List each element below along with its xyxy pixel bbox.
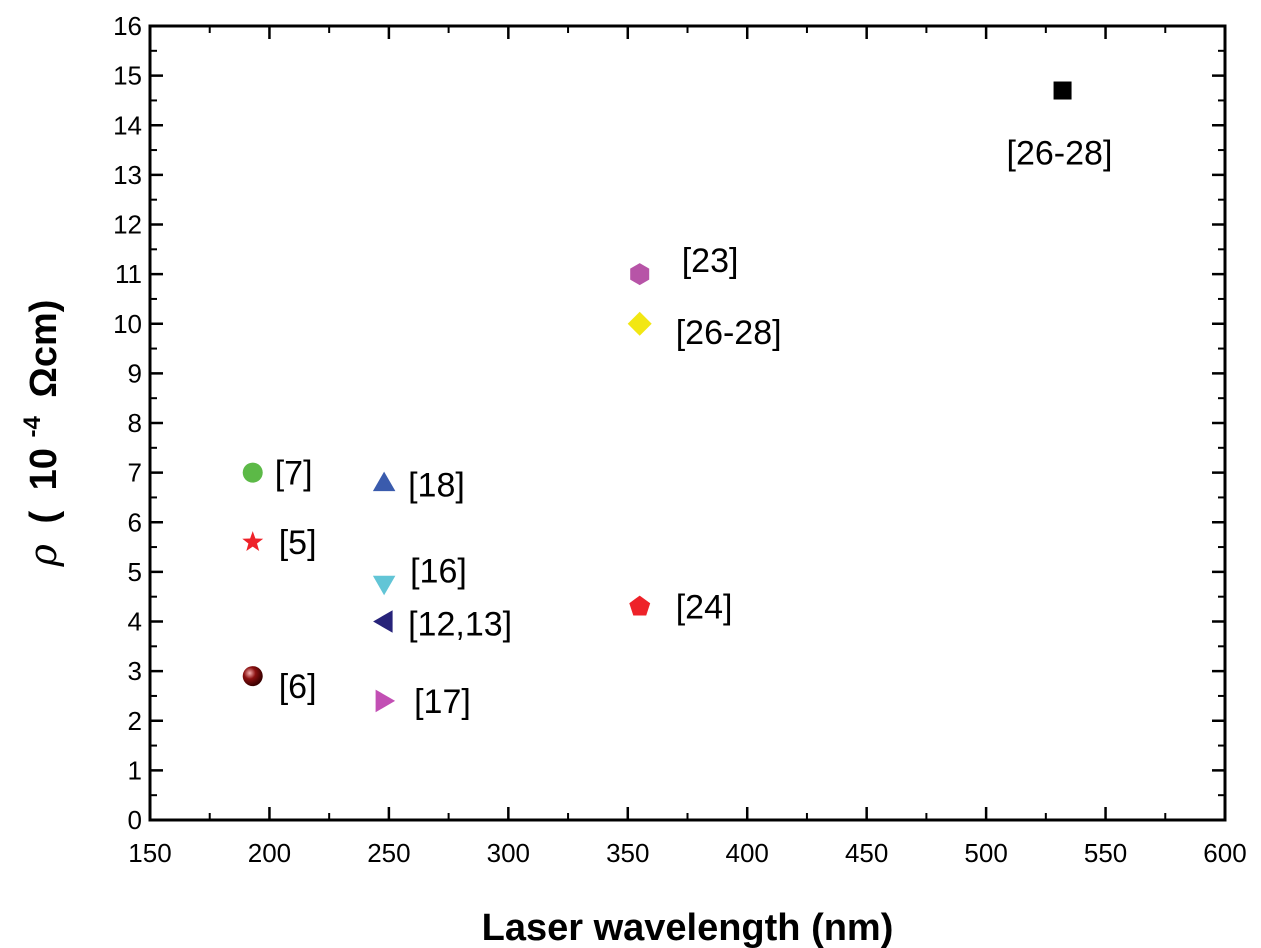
y-tick-label: 1	[128, 755, 142, 785]
point-label: [12,13]	[408, 606, 512, 644]
point-label: [6]	[279, 668, 317, 706]
point-labels: [7] [5] [6] [18] [16] [12,13] [17] [23] [26-28] […	[275, 135, 1113, 721]
data-point-sphere	[242, 666, 263, 687]
point-label: [5]	[279, 524, 317, 562]
y-tick-label: 5	[128, 557, 142, 587]
y-axis-base: 10	[23, 448, 65, 490]
point-label: [17]	[414, 683, 471, 721]
data-point-square	[1053, 81, 1072, 100]
data-points	[242, 81, 1072, 713]
point-label: [24]	[676, 589, 733, 627]
point-label: [26-28]	[676, 314, 782, 352]
data-point-triangle-left	[373, 610, 393, 633]
x-tick-label: 300	[487, 838, 530, 868]
y-tick-label: 2	[128, 706, 142, 736]
plot-frame	[148, 24, 1227, 822]
x-tick-label: 600	[1203, 838, 1246, 868]
data-point-triangle-right	[375, 689, 396, 713]
y-tick-label: 14	[113, 110, 142, 140]
y-axis-unit: Ωcm)	[23, 300, 65, 398]
x-tick-label: 500	[964, 838, 1007, 868]
y-tick-label: 0	[128, 805, 142, 835]
data-point-triangle-down	[372, 575, 396, 596]
x-tick-label: 200	[248, 838, 291, 868]
y-tick-label: 13	[113, 160, 142, 190]
point-label: [18]	[408, 467, 465, 505]
y-axis-open-paren: (	[23, 511, 65, 524]
y-tick-label: 12	[113, 210, 142, 240]
point-label: [26-28]	[1007, 135, 1113, 173]
x-tick-label: 250	[367, 838, 410, 868]
x-tick-label: 400	[726, 838, 769, 868]
data-point-diamond	[627, 311, 652, 336]
data-point-triangle-up	[372, 471, 396, 492]
y-tick-label: 16	[113, 11, 142, 41]
y-tick-label: 3	[128, 656, 142, 686]
y-tick-label: 8	[128, 408, 142, 438]
x-tick-label: 550	[1084, 838, 1127, 868]
point-label: [23]	[682, 242, 739, 280]
point-label: [7]	[275, 455, 313, 493]
x-tick-label: 150	[128, 838, 171, 868]
y-tick-label: 10	[113, 309, 142, 339]
data-point-star	[242, 531, 264, 551]
y-axis-title: ρ ( 10 -4 Ωcm)	[7, 300, 65, 568]
x-tick-label: 350	[606, 838, 649, 868]
x-axis-title: Laser wavelength (nm)	[482, 907, 894, 948]
y-tick-label: 4	[128, 607, 142, 637]
svg-text:ρ ( 10 -4: ρ ( 10 -4 Ωcm)	[7, 300, 65, 568]
data-point-hexagon	[630, 263, 650, 286]
data-point-circle	[242, 462, 263, 483]
y-axis-symbol: ρ	[21, 543, 65, 567]
x-tick-label: 450	[845, 838, 888, 868]
y-axis-exponent: -4	[19, 416, 46, 438]
data-point-pentagon	[629, 595, 651, 616]
x-tick-labels: 150 200 250 300 350 400 450 500 550 600	[128, 838, 1246, 868]
y-tick-label: 15	[113, 61, 142, 91]
y-tick-label: 6	[128, 507, 142, 537]
y-tick-label: 11	[115, 259, 142, 289]
y-tick-label: 7	[128, 458, 142, 488]
y-tick-label: 9	[128, 358, 142, 388]
point-label: [16]	[410, 552, 467, 590]
